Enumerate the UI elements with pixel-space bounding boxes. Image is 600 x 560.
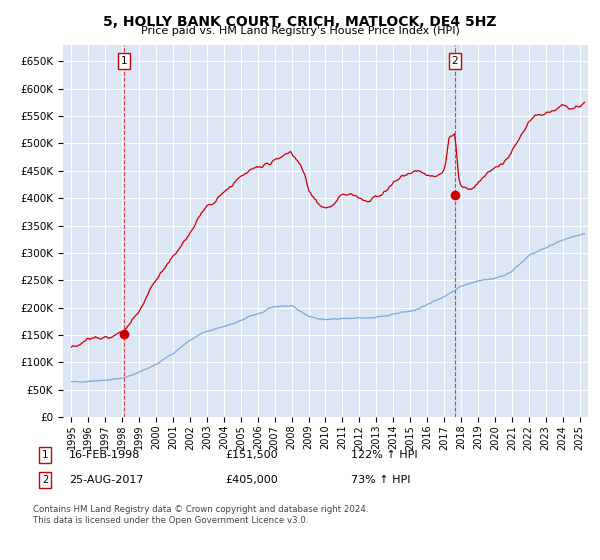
Text: 1: 1 — [42, 450, 48, 460]
Text: £405,000: £405,000 — [225, 475, 278, 485]
Text: 73% ↑ HPI: 73% ↑ HPI — [351, 475, 410, 485]
Text: 122% ↑ HPI: 122% ↑ HPI — [351, 450, 418, 460]
Text: Contains HM Land Registry data © Crown copyright and database right 2024.: Contains HM Land Registry data © Crown c… — [33, 505, 368, 514]
Text: 2: 2 — [42, 475, 48, 485]
Text: 2: 2 — [452, 56, 458, 66]
Text: 1: 1 — [121, 56, 128, 66]
Text: Price paid vs. HM Land Registry's House Price Index (HPI): Price paid vs. HM Land Registry's House … — [140, 26, 460, 36]
Text: 25-AUG-2017: 25-AUG-2017 — [69, 475, 143, 485]
Text: 5, HOLLY BANK COURT, CRICH, MATLOCK, DE4 5HZ: 5, HOLLY BANK COURT, CRICH, MATLOCK, DE4… — [103, 15, 497, 29]
Text: This data is licensed under the Open Government Licence v3.0.: This data is licensed under the Open Gov… — [33, 516, 308, 525]
Text: 16-FEB-1998: 16-FEB-1998 — [69, 450, 140, 460]
Text: £151,500: £151,500 — [225, 450, 278, 460]
